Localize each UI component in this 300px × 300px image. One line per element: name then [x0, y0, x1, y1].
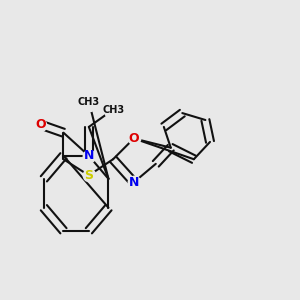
- Text: O: O: [35, 118, 46, 131]
- Text: N: N: [129, 176, 139, 189]
- Text: O: O: [128, 132, 139, 145]
- Text: N: N: [84, 149, 94, 162]
- Text: CH3: CH3: [78, 97, 100, 106]
- Text: S: S: [84, 169, 93, 182]
- Text: CH3: CH3: [102, 105, 124, 115]
